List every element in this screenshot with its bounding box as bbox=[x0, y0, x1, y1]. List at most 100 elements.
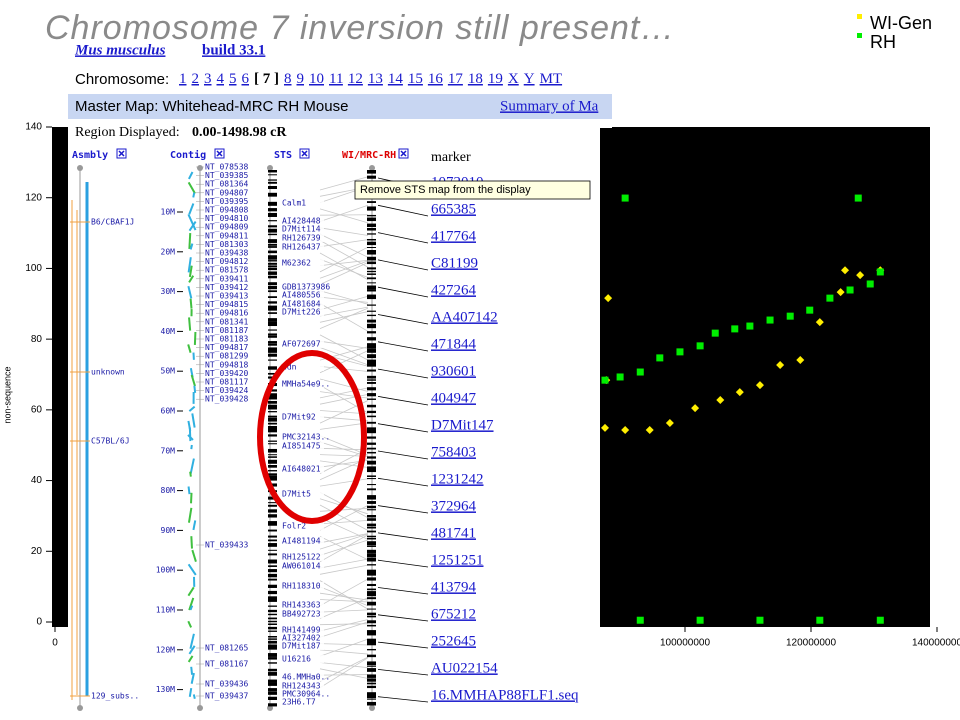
contig-label: NT_094812 bbox=[205, 257, 249, 266]
assembly-label: 129_subs.. bbox=[91, 692, 139, 701]
marker-link[interactable]: 417764 bbox=[431, 228, 477, 244]
sts-connector bbox=[319, 674, 369, 676]
sts-band bbox=[268, 212, 277, 217]
sts-connector bbox=[319, 240, 369, 268]
rh-band bbox=[367, 484, 376, 486]
chromosome-link[interactable]: 16 bbox=[428, 71, 444, 87]
point bbox=[621, 426, 630, 435]
chromosome-link[interactable]: 4 bbox=[217, 71, 225, 87]
marker-link[interactable]: 665385 bbox=[431, 201, 476, 217]
marker-link[interactable]: 930601 bbox=[431, 363, 476, 379]
sts-connector bbox=[319, 246, 369, 273]
point bbox=[876, 268, 884, 276]
sts-label-bg bbox=[280, 634, 324, 642]
species-link[interactable]: Mus musculus bbox=[74, 42, 166, 58]
sts-connector bbox=[319, 290, 369, 305]
sts-band bbox=[268, 271, 277, 275]
sts-label: D7Mit5 bbox=[282, 490, 311, 499]
sts-band bbox=[268, 246, 277, 248]
marker-link[interactable]: C81199 bbox=[431, 255, 478, 271]
rh-band bbox=[367, 256, 376, 261]
contig-label: NT_039437 bbox=[205, 692, 249, 701]
chromosome-link[interactable]: 6 bbox=[242, 71, 250, 87]
marker-link[interactable]: 252645 bbox=[431, 633, 476, 649]
rh-band bbox=[367, 460, 376, 465]
chromosome-link[interactable]: 12 bbox=[348, 71, 363, 87]
contig-segment bbox=[187, 563, 197, 576]
sts-label-bg bbox=[280, 308, 324, 316]
chromosome-link[interactable]: 8 bbox=[284, 71, 292, 87]
marker-connector bbox=[377, 559, 429, 568]
track-header: Asmbly bbox=[72, 150, 108, 161]
marker-link[interactable]: 427264 bbox=[431, 282, 477, 298]
rh-band bbox=[367, 632, 376, 636]
contig-segment bbox=[189, 298, 193, 309]
rh-band bbox=[367, 241, 376, 246]
chromosome-link[interactable]: 5 bbox=[229, 71, 237, 87]
sts-band bbox=[268, 529, 277, 532]
sts-label: RH143363 bbox=[282, 601, 321, 610]
chromosome-link[interactable]: X bbox=[508, 71, 519, 87]
chromosome-link[interactable]: 2 bbox=[192, 71, 200, 87]
marker-link[interactable]: AA407142 bbox=[431, 309, 498, 325]
chromosome-link[interactable]: Y bbox=[524, 71, 535, 87]
rh-band bbox=[367, 404, 376, 408]
chromosome-link[interactable]: 9 bbox=[297, 71, 305, 87]
chromosome-link[interactable]: 13 bbox=[368, 71, 383, 87]
build-link[interactable]: build 33.1 bbox=[202, 42, 265, 58]
sts-band bbox=[268, 353, 277, 357]
point bbox=[731, 325, 739, 333]
point bbox=[601, 376, 609, 384]
chromosome-link[interactable]: 14 bbox=[388, 71, 404, 87]
sts-band bbox=[268, 636, 277, 638]
marker-link[interactable]: 404947 bbox=[431, 390, 477, 406]
sts-band bbox=[268, 672, 277, 675]
rh-band bbox=[367, 518, 376, 521]
sts-connector bbox=[319, 296, 369, 303]
sts-label: AI327402 bbox=[282, 634, 321, 643]
marker-link[interactable]: D7Mit147 bbox=[431, 417, 494, 433]
chromosome-link[interactable]: 15 bbox=[408, 71, 423, 87]
point bbox=[636, 368, 644, 376]
sts-band bbox=[268, 415, 277, 418]
sts-connector bbox=[319, 662, 369, 669]
sts-band bbox=[268, 422, 277, 425]
marker-link[interactable]: 1251251 bbox=[431, 552, 484, 568]
chromosome-link[interactable]: 1 bbox=[179, 71, 187, 87]
marker-link[interactable]: AU022154 bbox=[431, 660, 498, 676]
marker-link[interactable]: 481741 bbox=[431, 525, 476, 541]
sts-label: D7Mit187 bbox=[282, 642, 321, 651]
marker-link[interactable]: 1231242 bbox=[431, 471, 484, 487]
summary-link[interactable]: Summary of Ma bbox=[500, 98, 599, 114]
chromosome-link[interactable]: 19 bbox=[488, 71, 503, 87]
rh-band bbox=[367, 698, 376, 700]
sts-connector bbox=[319, 533, 369, 550]
rh-band bbox=[367, 588, 376, 591]
sts-band bbox=[268, 496, 277, 500]
sts-band bbox=[268, 477, 277, 481]
sts-band bbox=[268, 584, 277, 588]
chromosome-link[interactable]: MT bbox=[540, 71, 563, 87]
sts-band bbox=[268, 543, 277, 547]
contig-segment bbox=[191, 413, 196, 428]
chromosome-link[interactable]: 17 bbox=[448, 71, 464, 87]
marker-link[interactable]: 413794 bbox=[431, 579, 477, 595]
sts-connector bbox=[319, 507, 369, 512]
marker-link[interactable]: 675212 bbox=[431, 606, 476, 622]
contig-label: NT_039436 bbox=[205, 680, 249, 689]
marker-link[interactable]: 471844 bbox=[431, 336, 477, 352]
sts-connector bbox=[319, 580, 369, 610]
sts-connector bbox=[319, 259, 369, 266]
sts-label: AI648021 bbox=[282, 465, 321, 474]
chromosome-link[interactable]: 3 bbox=[204, 71, 212, 87]
sts-connector bbox=[319, 534, 369, 563]
marker-link[interactable]: 16.MMHAP88FLF1.seq bbox=[431, 687, 579, 703]
sts-connector bbox=[319, 422, 369, 430]
chromosome-link[interactable]: 11 bbox=[329, 71, 343, 87]
marker-link[interactable]: 758403 bbox=[431, 444, 476, 460]
chromosome-link[interactable]: 18 bbox=[468, 71, 483, 87]
y-tick-label: 100 bbox=[25, 263, 42, 274]
contig-scale-label: 50M bbox=[161, 367, 176, 376]
marker-link[interactable]: 372964 bbox=[431, 498, 477, 514]
chromosome-link[interactable]: 10 bbox=[309, 71, 324, 87]
